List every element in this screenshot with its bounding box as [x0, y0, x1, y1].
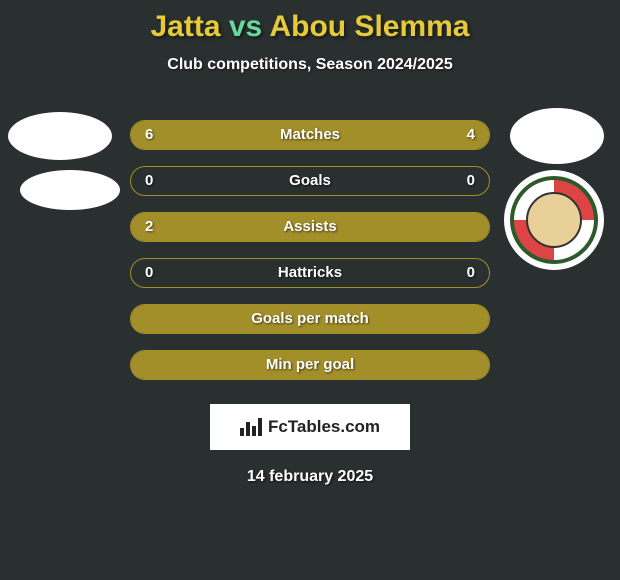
- stat-label: Assists: [131, 213, 489, 241]
- comparison-title: Jatta vs Abou Slemma: [0, 0, 620, 44]
- player1-name: Jatta: [150, 10, 228, 43]
- stat-row: 2Assists: [130, 212, 490, 242]
- stat-row: 64Matches: [130, 120, 490, 150]
- branding-badge: FcTables.com: [210, 404, 410, 450]
- stat-label: Goals per match: [131, 305, 489, 333]
- stat-label: Goals: [131, 167, 489, 195]
- stat-label: Hattricks: [131, 259, 489, 287]
- stat-label: Min per goal: [131, 351, 489, 379]
- stat-row: Min per goal: [130, 350, 490, 380]
- stat-row: Goals per match: [130, 304, 490, 334]
- snapshot-date: 14 february 2025: [0, 468, 620, 486]
- branding-text: FcTables.com: [268, 417, 380, 437]
- season-subtitle: Club competitions, Season 2024/2025: [0, 56, 620, 74]
- stat-row: 00Hattricks: [130, 258, 490, 288]
- vs-separator: vs: [229, 10, 270, 43]
- stats-chart: 64Matches 00Goals 2Assists 00Hattricks Goals…: [0, 120, 620, 396]
- stat-row: 00Goals: [130, 166, 490, 196]
- bar-chart-icon: [240, 418, 262, 436]
- stat-label: Matches: [131, 121, 489, 149]
- player2-name: Abou Slemma: [269, 10, 469, 43]
